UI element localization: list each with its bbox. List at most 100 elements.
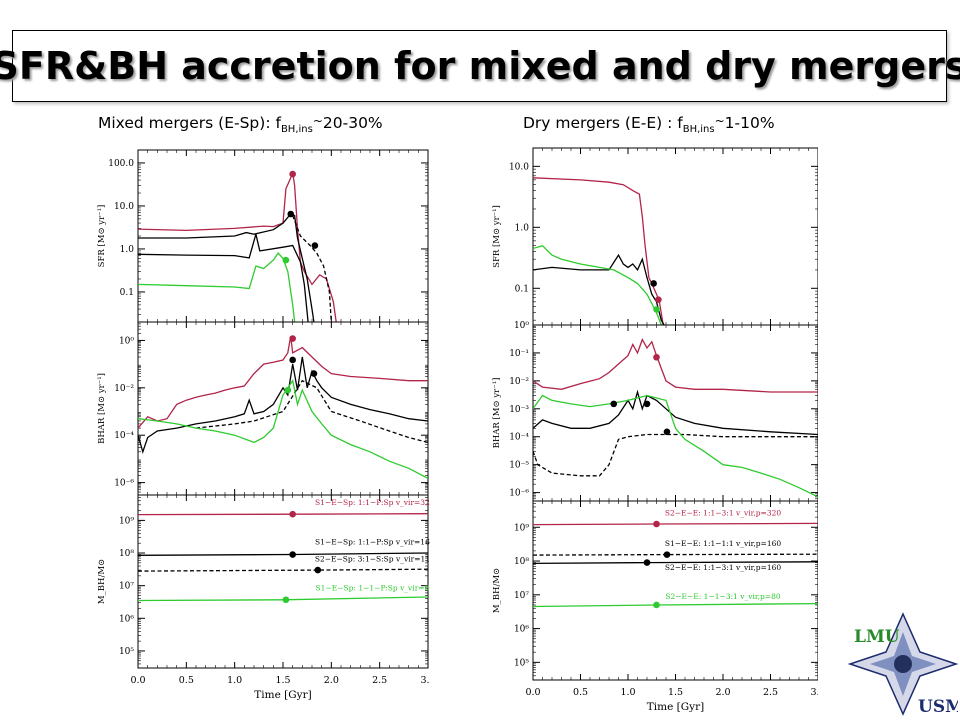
right-panel1-series-red-line (533, 177, 664, 325)
left-panel3-series-red-line (138, 513, 428, 516)
left-panel3-series-label: S1−E−Sp: 1−1−P:Sp v_vir=80 (316, 584, 430, 593)
left-panel1-marker-green (282, 256, 290, 264)
right-panel1-ytick-label: 1.0 (515, 223, 530, 233)
left-panel1-frame (137, 149, 429, 323)
right-panel3-series-red-line (533, 522, 818, 526)
right-xtick-label: 0.0 (525, 687, 540, 698)
left-panel1-ytick-label: 10.0 (114, 202, 134, 212)
left-heading-tilde: ~ (312, 114, 323, 128)
left-panel3-series-label: S1−E−Sp: 1:1−P:Sp v_vir=320 (315, 498, 430, 507)
logo-bottom-text: USM (918, 697, 958, 717)
right-heading-tilde: ~ (714, 114, 725, 128)
left-heading-main: Mixed mergers (E-Sp): f (98, 114, 281, 132)
dry-mergers-chart: 0.1 1.0 10.0 SFR [M⊙ yr⁻¹] 10⁻⁶ 10⁻⁵ 10⁻⁴ 10⁻³ 1… (492, 147, 818, 713)
right-panel3-ytick-label: 10⁶ (514, 625, 529, 635)
left-panel2-marker-black (289, 356, 296, 364)
title-box: SFR&BH accretion for mixed and dry merge… (0, 30, 960, 102)
right-panel2-series-red-line (533, 338, 818, 393)
right-xtick-label: 1.0 (620, 687, 635, 698)
right-panel2-ytick-label: 10⁻⁵ (509, 461, 529, 471)
left-panel3-marker-black (314, 566, 322, 574)
left-xtick-label: 1.0 (227, 675, 242, 686)
left-panel1-ylabel: SFR [M⊙ yr⁻¹] (97, 205, 107, 268)
right-heading: Dry mergers (E-E) : fBH,ins~1-10% (523, 114, 775, 135)
right-panel2-marker-black (643, 400, 651, 408)
right-xlabel: Time [Gyr] (647, 701, 704, 713)
left-panel3-ytick-label: 10⁷ (119, 582, 134, 592)
left-panel1-marker-black (287, 210, 295, 218)
right-panel3-series-label: S2−E−E: 1:1−3:1 v_vir,p=160 (665, 563, 782, 572)
left-xtick-label: 0.5 (179, 675, 194, 686)
right-panel3-ytick-label: 10⁵ (514, 658, 529, 668)
right-panel3-marker-black (663, 551, 671, 558)
right-panel2-marker-black (610, 400, 618, 408)
right-panel3-marker-green (653, 601, 660, 609)
left-xtick-label: 2.0 (324, 675, 339, 686)
left-xlabel: Time [Gyr] (254, 689, 311, 700)
right-panel3-marker-black (643, 559, 651, 566)
right-panel2-ytick-label: 10⁻⁶ (509, 489, 529, 499)
right-heading-sub: BH,ins (682, 124, 715, 136)
left-panel2-series-green-line (138, 379, 428, 479)
right-panel3-series-label: S2−E−E: 1−1−3:1 v_vir,p=80 (665, 592, 781, 601)
right-panel2-series-black-dashed-line (533, 433, 818, 477)
left-panel3-ytick-label: 10⁶ (119, 614, 134, 624)
left-panel1-ytick-label: 1.0 (120, 245, 135, 255)
right-panel1-ytick-label: 0.1 (515, 284, 529, 294)
right-panel3-series-label: S1−E−E: 1:1−1:1 v_vir,p=160 (665, 539, 782, 548)
right-xtick-label: 3.0 (810, 687, 818, 698)
left-panel2-series-red-line (138, 336, 428, 429)
right-panel3-series-green-line (533, 602, 818, 608)
right-xtick-label: 1.5 (668, 687, 683, 698)
left-panel1-series-black-line (138, 234, 309, 322)
left-panel1-ytick-label: 0.1 (120, 288, 134, 298)
left-xtick-label: 2.5 (372, 675, 387, 686)
left-panel2-ylabel: BHAR [M⊙ yr⁻¹] (97, 373, 107, 444)
slide-title: SFR&BH accretion for mixed and dry merge… (0, 44, 960, 88)
left-heading: Mixed mergers (E-Sp): fBH,ins~20-30% (98, 114, 383, 135)
left-panel1-marker-black (311, 242, 319, 249)
right-panel2-series-black-line (533, 389, 818, 436)
left-xtick-label: 3.0 (420, 675, 430, 686)
star-core (894, 655, 912, 673)
right-heading-main: Dry mergers (E-E) : f (523, 114, 683, 132)
left-xtick-label: 0.0 (130, 675, 145, 686)
left-panel3-series-label: S2−E−Sp: 3:1−S:Sp v_vir=111 (315, 555, 430, 564)
right-xtick-label: 2.5 (763, 687, 778, 698)
right-panel3-ytick-label: 10⁸ (514, 557, 529, 567)
right-panel2-ytick-label: 10⁰ (514, 321, 529, 331)
right-panel2-ytick-label: 10⁻³ (509, 405, 529, 415)
right-panel2-ylabel: BHAR [M⊙ yr⁻¹] (492, 378, 502, 449)
right-panel3-frame (532, 500, 818, 681)
left-panel3-marker-green (282, 596, 290, 604)
left-panel1-marker-red (289, 170, 296, 178)
right-panel3-ytick-label: 10⁷ (514, 591, 529, 601)
right-panel1-frame (532, 147, 818, 326)
right-panel1-marker-red (655, 296, 662, 303)
left-panel3-series-label: S1−E−Sp: 1:1−P:Sp v_vir=160 (315, 538, 430, 547)
right-panel3-marker-red (653, 520, 660, 528)
left-panel2-series-black-line (138, 356, 428, 454)
left-panel3-ytick-label: 10⁸ (119, 549, 134, 559)
left-panel2-frame (137, 321, 429, 496)
right-xtick-label: 0.5 (573, 687, 588, 698)
left-panel1-series-red-line (138, 172, 337, 322)
right-panel3-series-label: S2−E−E: 1:1−3:1 v_vir,p=320 (665, 509, 782, 518)
left-panel3-marker-black (289, 551, 296, 558)
left-panel3-series-black-dashed-line (138, 568, 428, 572)
right-panel2-series-green-line (533, 394, 818, 498)
left-panel3-ylabel: M_BH/M⊙ (97, 559, 107, 604)
left-panel1-ytick-label: 100.0 (108, 159, 134, 169)
right-panel1-series-green-line (533, 244, 662, 325)
left-heading-tail: 20-30% (322, 114, 383, 132)
left-heading-sub: BH,ins (280, 124, 313, 136)
left-panel1-series-black-dashed-line (292, 215, 332, 322)
left-panel2-ytick-label: 10⁻² (114, 384, 134, 394)
left-xtick-label: 1.5 (275, 675, 290, 686)
left-panel2-series-black-dashed-line (195, 379, 428, 444)
right-panel1-ytick-label: 10.0 (509, 162, 529, 172)
right-heading-tail: 1-10% (724, 114, 775, 132)
right-panel3-series-black-dashed-line (533, 553, 818, 556)
right-panel2-marker-black (663, 428, 671, 436)
right-panel1-ylabel: SFR [M⊙ yr⁻¹] (492, 205, 502, 268)
